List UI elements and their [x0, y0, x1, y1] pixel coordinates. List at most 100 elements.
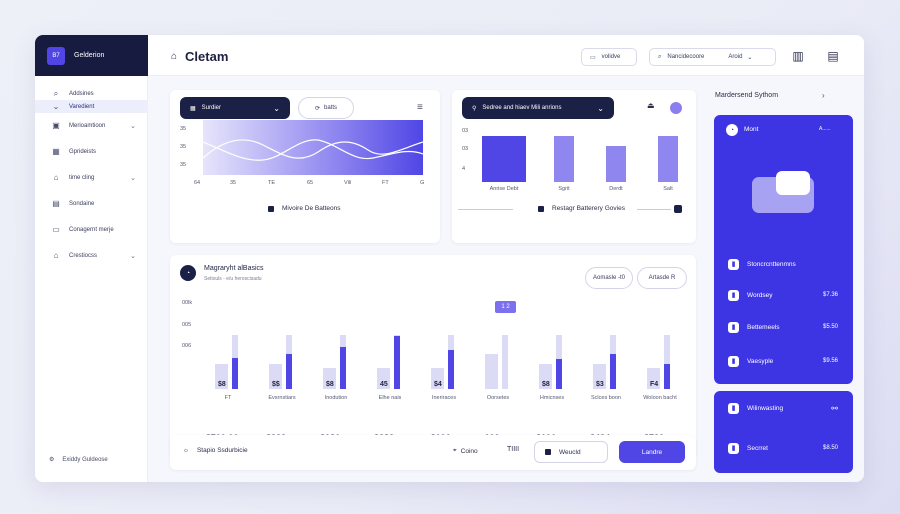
y-tick: 005: [182, 322, 192, 328]
sidebar-footer[interactable]: ⚙ Exiddy Guldeose: [49, 456, 108, 464]
sidebar-item-crestiocss[interactable]: ⌂ Crestiocss ⌄: [35, 249, 148, 262]
wave-line: [203, 139, 423, 161]
blue-card-row-value: $8.50: [822, 445, 838, 451]
bar[interactable]: [502, 335, 508, 389]
grouped-chart-card: ◔ Magraryht alBasics Setiouls - e/u hero…: [170, 255, 696, 457]
blue-card-row[interactable]: ▮ Bettemeels $5.50: [728, 320, 838, 334]
blue-summary-card: ◔ Mont A...... ▮ Stoncrcnttenmns ▮ Words…: [714, 115, 853, 384]
bar[interactable]: [647, 368, 660, 389]
chevron-down-icon: ⌄: [130, 252, 136, 260]
bar[interactable]: [658, 136, 678, 182]
x-tick: Evsrnstiars: [268, 395, 296, 401]
document-icon: ▮: [728, 258, 739, 270]
bar[interactable]: [556, 335, 562, 359]
bar[interactable]: [610, 354, 616, 389]
series-dropdown[interactable]: ⚲ Sedree and hiaev Mili anrions ⌄: [462, 97, 614, 119]
surdier-dropdown-label: Surdier: [201, 105, 222, 111]
card-illustration-front: [776, 171, 810, 195]
chevron-down-icon: ⌄: [52, 102, 60, 111]
x-tick: Oorsetes: [486, 395, 510, 401]
sidebar-item-time-cling[interactable]: ⌂ time cling ⌄: [35, 171, 148, 184]
chevron-down-icon: ⌄: [597, 103, 604, 113]
y-tick: 4: [462, 166, 466, 172]
blue-card-row-label: Vaesyple: [747, 357, 774, 365]
bar[interactable]: [323, 368, 336, 389]
bar[interactable]: [448, 335, 454, 350]
blue-card-row[interactable]: ▮ Secrret $8.50: [728, 441, 838, 455]
bar[interactable]: [232, 358, 238, 389]
bar[interactable]: [448, 350, 454, 389]
footer-status-label: Stapio Ssdurbicie: [196, 447, 248, 454]
bar[interactable]: [377, 368, 390, 389]
divider: [458, 209, 513, 210]
bar[interactable]: [431, 368, 444, 389]
menu-icon[interactable]: ≡: [417, 102, 423, 113]
archive-icon[interactable]: ▥: [792, 49, 804, 63]
y-tick: 03: [462, 146, 469, 152]
blue-card-row[interactable]: ▮ Wordsey $7.36: [728, 288, 838, 302]
surdier-dropdown[interactable]: ▦ Surdier ⌄: [180, 97, 290, 119]
bar[interactable]: [606, 146, 626, 182]
bar[interactable]: [610, 335, 616, 354]
sidebar-item-varedient[interactable]: ⌄ Varedient: [35, 100, 148, 113]
search-dropdown-label: Nancidecoore: [667, 54, 705, 60]
blue-card-row[interactable]: ▮ Vaesyple $9.56: [728, 354, 838, 368]
chart-icon: ◔: [726, 124, 738, 136]
sidebar: B7 Gelderion ⌕ Addsines ⌄ Varedient ▣ Me…: [35, 35, 148, 482]
blue-card-label: Mont: [744, 126, 759, 133]
coins-label: Coino: [460, 447, 478, 455]
bar[interactable]: [215, 364, 228, 389]
page-title: ⌂ Cletam: [171, 49, 228, 64]
bar[interactable]: [554, 136, 574, 182]
bar[interactable]: [394, 336, 400, 389]
bar[interactable]: [539, 364, 552, 389]
eject-icon[interactable]: ⏏: [647, 101, 655, 110]
avatar[interactable]: [670, 102, 682, 114]
volidve-button[interactable]: ▭ volidve: [581, 48, 637, 66]
chevron-down-icon: ⌄: [747, 54, 753, 61]
bar[interactable]: [556, 359, 562, 389]
bar[interactable]: [485, 354, 498, 389]
artasde-button[interactable]: Artasde R: [637, 267, 687, 289]
sidebar-item-conagernt-merje[interactable]: ▭ Conagernt merje: [35, 223, 148, 236]
chevron-right-icon[interactable]: ›: [822, 91, 825, 100]
bar[interactable]: [340, 347, 346, 389]
brand[interactable]: B7 Gelderion: [35, 35, 148, 76]
sidebar-item-gprideists[interactable]: ▦ Gprideists: [35, 145, 148, 158]
chart-caption: Restagr Batterery Govies: [538, 205, 625, 212]
landre-button[interactable]: Landre: [619, 441, 685, 463]
bar[interactable]: [664, 364, 670, 389]
gear-icon: ▦: [190, 105, 196, 112]
bar[interactable]: [269, 364, 282, 389]
volidve-button-label: volidve: [601, 54, 621, 60]
sidebar-nav: ⌕ Addsines ⌄ Varedient ▣ Merioamtioon ⌄ …: [35, 87, 148, 262]
bar[interactable]: [593, 364, 606, 389]
chart-icon: ◔: [180, 265, 196, 281]
bar[interactable]: [232, 335, 238, 358]
aomasle-button[interactable]: Aomasle -t0: [585, 267, 633, 289]
sidebar-item-merioamtioon[interactable]: ▣ Merioamtioon ⌄: [35, 119, 148, 132]
blue-card-row[interactable]: ▮ Stoncrcnttenmns: [728, 257, 838, 271]
bar[interactable]: [340, 335, 346, 347]
pin-icon: ⚲: [472, 105, 477, 112]
sidebar-item-sondaine[interactable]: ▤ Sondaine: [35, 197, 148, 210]
sidebar-item-addsines[interactable]: ⌕ Addsines: [35, 87, 148, 100]
bar[interactable]: [482, 136, 526, 182]
list-icon: ▤: [52, 199, 60, 208]
y-tick: 03: [462, 128, 469, 134]
batts-button[interactable]: ⟳ batts: [298, 97, 354, 119]
bar[interactable]: [394, 335, 400, 336]
x-tick: Hmicnses: [539, 395, 565, 401]
bar[interactable]: [286, 335, 292, 354]
x-tick: Sgrit: [558, 186, 570, 192]
weucld-input[interactable]: Weucld: [534, 441, 608, 463]
bar[interactable]: [286, 354, 292, 389]
search-dropdown[interactable]: ⌕ Nancidecoore Aroid ⌄: [649, 48, 776, 66]
coins-button[interactable]: ⌖ Coino: [453, 447, 478, 455]
sidebar-item-label: Merioamtioon: [69, 122, 106, 129]
blue-card-row[interactable]: ▮ Wilinwasting ⚯: [728, 401, 838, 415]
print-icon[interactable]: ▤: [827, 49, 839, 63]
bar[interactable]: [664, 335, 670, 364]
brand-name: Gelderion: [74, 52, 105, 59]
x-tick: TE: [268, 180, 276, 186]
